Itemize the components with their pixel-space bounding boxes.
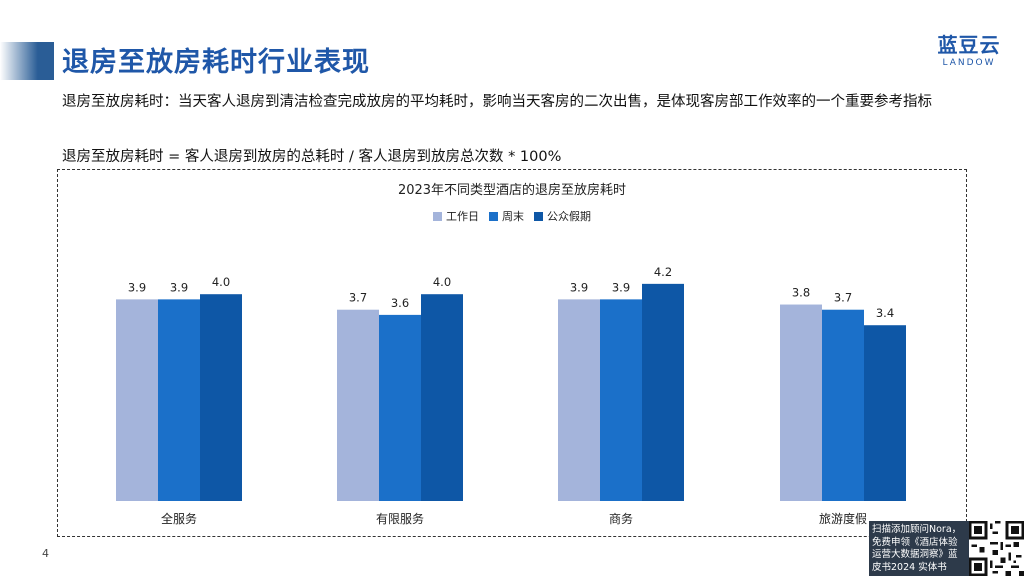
legend-swatch-weekend xyxy=(489,211,498,221)
page-number: 4 xyxy=(42,547,49,560)
bar-resort-workday xyxy=(780,304,822,501)
data-label-business-weekend: 3.9 xyxy=(612,280,630,294)
data-label-limited-service-holiday: 4.0 xyxy=(433,275,451,289)
x-tick-label-business: 商务 xyxy=(609,511,633,526)
bar-limited-service-workday xyxy=(337,309,379,501)
bar-business-weekend xyxy=(600,299,642,501)
bar-full-service-holiday xyxy=(200,294,242,501)
legend-item-holiday: 公众假期 xyxy=(534,208,591,224)
data-label-full-service-workday: 3.9 xyxy=(128,280,146,294)
chart-title: 2023年不同类型酒店的退房至放房耗时 xyxy=(397,183,627,198)
chart-legend: 工作日 周末 公众假期 xyxy=(58,208,966,224)
legend-swatch-holiday xyxy=(534,211,543,221)
data-label-resort-workday: 3.8 xyxy=(792,286,810,300)
title-accent-bar xyxy=(0,42,54,80)
metric-formula: 退房至放房耗时 = 客人退房到放房的总耗时 / 客人退房到放房总次数 * 100… xyxy=(62,149,562,165)
bar-full-service-weekend xyxy=(158,299,200,501)
qr-code-icon xyxy=(969,521,1024,576)
data-label-business-holiday: 4.2 xyxy=(654,265,672,279)
data-label-resort-holiday: 3.4 xyxy=(876,306,894,320)
brand-logo: 蓝豆云 LANDOW xyxy=(932,34,1006,68)
logo-english-text: LANDOW xyxy=(942,58,996,68)
bar-limited-service-weekend xyxy=(379,314,421,501)
chart-container: 2023年不同类型酒店的退房至放房耗时 工作日 周末 公众假期 3.9 3.9 4.… xyxy=(57,169,967,537)
bar-resort-holiday xyxy=(864,325,906,501)
x-tick-label-resort: 旅游度假 xyxy=(819,511,867,526)
data-label-full-service-holiday: 4.0 xyxy=(212,275,230,289)
promo-banner: 扫描添加顾问Nora，免费申领《酒店体验运营大数据洞察》蓝皮书2024 实体书 xyxy=(869,521,969,576)
data-label-resort-weekend: 3.7 xyxy=(834,291,852,305)
legend-item-workday: 工作日 xyxy=(433,208,479,224)
x-tick-label-limited-service: 有限服务 xyxy=(376,511,424,526)
data-label-business-workday: 3.9 xyxy=(570,280,588,294)
legend-label-workday: 工作日 xyxy=(446,210,479,223)
data-label-full-service-weekend: 3.9 xyxy=(170,280,188,294)
bar-business-holiday xyxy=(642,283,684,501)
data-label-limited-service-workday: 3.7 xyxy=(349,291,367,305)
legend-swatch-workday xyxy=(433,211,442,221)
bar-business-workday xyxy=(558,299,600,501)
bar-full-service-workday xyxy=(116,299,158,501)
data-label-limited-service-weekend: 3.6 xyxy=(391,296,409,310)
bar-chart: 3.9 3.9 4.0 全服务 3.7 3.6 4.0 有限服务 3.9 3.9 4.2 商务 3.8 3… xyxy=(116,265,906,526)
bar-resort-weekend xyxy=(822,309,864,501)
legend-item-weekend: 周末 xyxy=(489,208,524,224)
legend-label-holiday: 公众假期 xyxy=(547,210,591,223)
page-title: 退房至放房耗时行业表现 xyxy=(62,47,370,78)
metric-description: 退房至放房耗时：当天客人退房到清洁检查完成放房的平均耗时，影响当天客房的二次出售… xyxy=(62,94,932,110)
legend-label-weekend: 周末 xyxy=(502,210,524,223)
bar-limited-service-holiday xyxy=(421,294,463,501)
x-tick-label-full-service: 全服务 xyxy=(161,511,197,526)
logo-chinese-text: 蓝豆云 xyxy=(937,33,1001,57)
